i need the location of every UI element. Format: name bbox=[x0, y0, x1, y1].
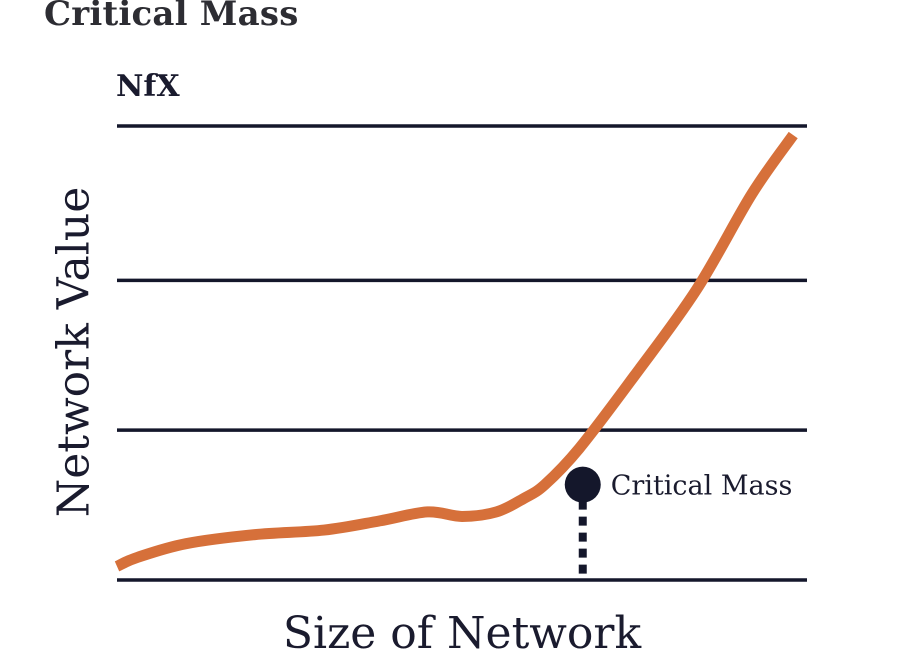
page-title: Critical Mass bbox=[44, 0, 299, 34]
y-axis-label: Network Value bbox=[48, 186, 100, 518]
nfx-logo: NfX bbox=[116, 69, 180, 104]
network-value-curve bbox=[114, 131, 798, 572]
critical-mass-label: Critical Mass bbox=[611, 471, 793, 502]
series-layer bbox=[114, 131, 798, 572]
annotation-layer: Critical Mass bbox=[564, 466, 793, 503]
x-axis-label: Size of Network bbox=[282, 608, 642, 659]
gridlines bbox=[117, 124, 807, 582]
critical-mass-marker bbox=[564, 466, 601, 503]
